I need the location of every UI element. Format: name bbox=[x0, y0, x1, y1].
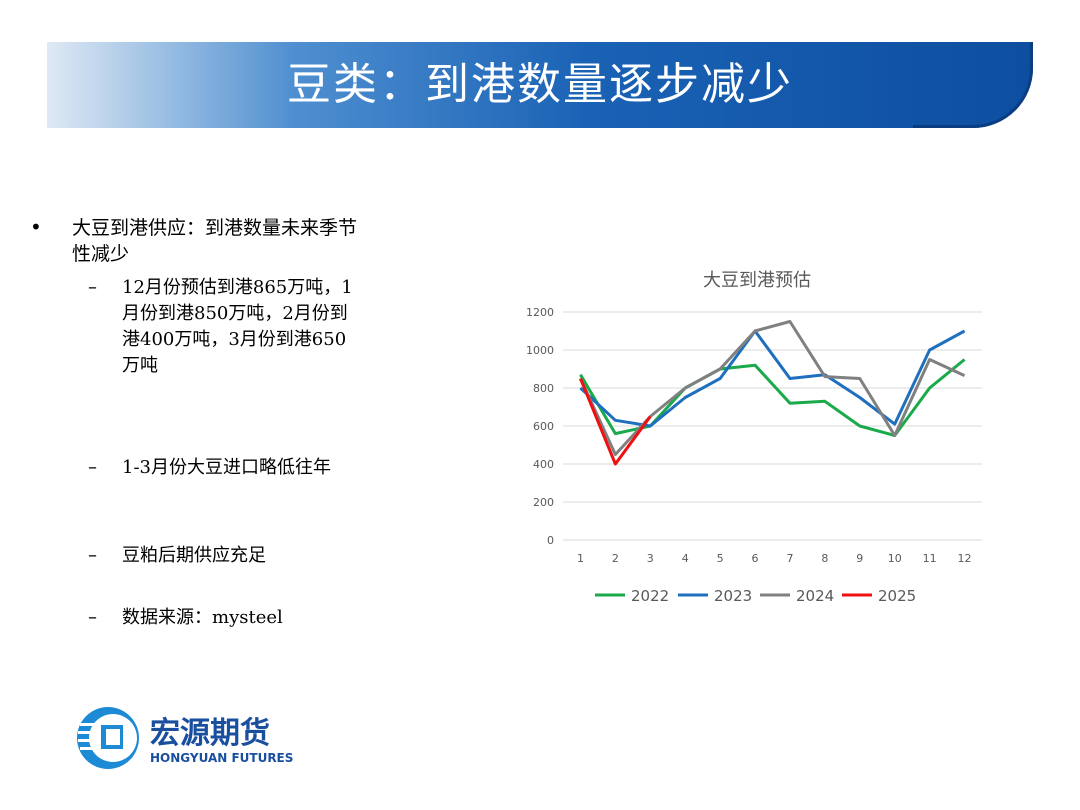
legend-label: 2023 bbox=[714, 587, 752, 605]
legend-label: 2022 bbox=[631, 587, 669, 605]
x-tick-label: 4 bbox=[682, 552, 689, 565]
series-line-2022 bbox=[579, 358, 966, 437]
y-tick-label: 200 bbox=[533, 496, 554, 509]
y-tick-label: 1000 bbox=[526, 344, 554, 357]
y-tick-label: 400 bbox=[533, 458, 554, 471]
sub-point: 豆粕后期供应充足 bbox=[122, 545, 266, 566]
bullet: • bbox=[30, 215, 42, 239]
dash: – bbox=[88, 457, 97, 478]
series-line-2025 bbox=[579, 377, 652, 466]
x-tick-label: 2 bbox=[612, 552, 619, 565]
logo-cn: 宏源期货 bbox=[150, 716, 270, 751]
x-tick-label: 10 bbox=[888, 552, 902, 565]
x-tick-label: 9 bbox=[856, 552, 863, 565]
x-tick-label: 3 bbox=[647, 552, 654, 565]
main-point: 大豆到港供应：到港数量未来季节性减少 bbox=[72, 217, 358, 265]
x-tick-label: 8 bbox=[821, 552, 828, 565]
sub-point: 数据来源：mysteel bbox=[122, 607, 283, 628]
x-tick-label: 5 bbox=[717, 552, 724, 565]
x-tick-label: 11 bbox=[923, 552, 937, 565]
dash: – bbox=[88, 277, 97, 298]
logo-en: HONGYUAN FUTURES bbox=[150, 751, 293, 765]
company-logo: 宏源期货 HONGYUAN FUTURES bbox=[75, 705, 315, 779]
title-banner bbox=[47, 42, 1033, 128]
dash: – bbox=[88, 607, 97, 628]
legend-label: 2024 bbox=[796, 587, 834, 605]
sub-point: 1-3月份大豆进口略低往年 bbox=[122, 457, 331, 478]
y-tick-label: 600 bbox=[533, 420, 554, 433]
y-tick-label: 1200 bbox=[526, 306, 554, 319]
legend-label: 2025 bbox=[878, 587, 916, 605]
page-title: 豆类：到港数量逐步减少 bbox=[287, 59, 793, 110]
y-tick-label: 800 bbox=[533, 382, 554, 395]
y-tick-label: 0 bbox=[547, 534, 554, 547]
chart-title: 大豆到港预估 bbox=[703, 270, 811, 291]
x-tick-label: 7 bbox=[786, 552, 793, 565]
x-tick-label: 12 bbox=[958, 552, 972, 565]
x-tick-label: 6 bbox=[752, 552, 759, 565]
sub-point: 12月份预估到港865万吨，1月份到港850万吨，2月份到港400万吨，3月份到… bbox=[122, 277, 353, 376]
dash: – bbox=[88, 545, 97, 566]
x-tick-label: 1 bbox=[577, 552, 584, 565]
